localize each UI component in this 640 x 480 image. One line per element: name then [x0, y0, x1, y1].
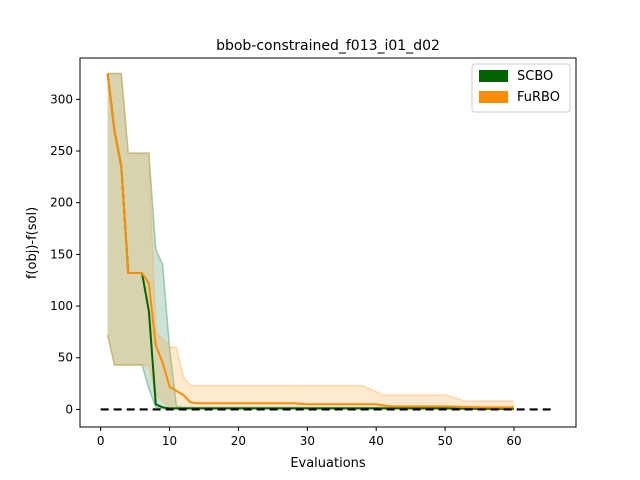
legend: SCBO FuRBO — [471, 63, 571, 113]
band-furbo — [107, 73, 514, 409]
y-axis-label: f(obj)-f(sol) — [25, 207, 40, 279]
chart-title: bbob-constrained_f013_i01_d02 — [216, 38, 440, 54]
legend-swatch-furbo — [479, 91, 508, 103]
x-tick-label: 40 — [369, 434, 384, 448]
band-upper-furbo — [107, 72, 514, 402]
x-tick-label: 10 — [162, 434, 177, 448]
y-tick-label: 250 — [50, 144, 73, 158]
x-tick-label: 50 — [437, 434, 452, 448]
median-line-furbo — [106, 73, 514, 409]
band-scbo — [107, 73, 514, 409]
x-axis-label: Evaluations — [290, 456, 366, 471]
legend-swatch-scbo — [479, 70, 508, 82]
y-tick-label: 300 — [50, 92, 73, 106]
y-tick-label: 0 — [65, 402, 73, 416]
band-upper-scbo — [107, 72, 514, 410]
confidence-bands — [106, 72, 514, 410]
y-axis-ticks: 0 50 100 150 200 250 300 — [50, 92, 80, 416]
y-tick-label: 200 — [50, 196, 73, 210]
x-axis-ticks: 0 10 20 30 40 50 60 — [97, 427, 522, 448]
x-tick-label: 0 — [97, 434, 105, 448]
x-tick-label: 30 — [300, 434, 315, 448]
legend-label-furbo: FuRBO — [517, 90, 560, 105]
y-tick-label: 150 — [50, 247, 73, 261]
x-tick-label: 60 — [506, 434, 521, 448]
y-tick-label: 50 — [58, 351, 73, 365]
legend-label-scbo: SCBO — [517, 69, 553, 84]
y-tick-label: 100 — [50, 299, 73, 313]
plot-frame — [79, 57, 577, 428]
x-tick-label: 20 — [231, 434, 246, 448]
